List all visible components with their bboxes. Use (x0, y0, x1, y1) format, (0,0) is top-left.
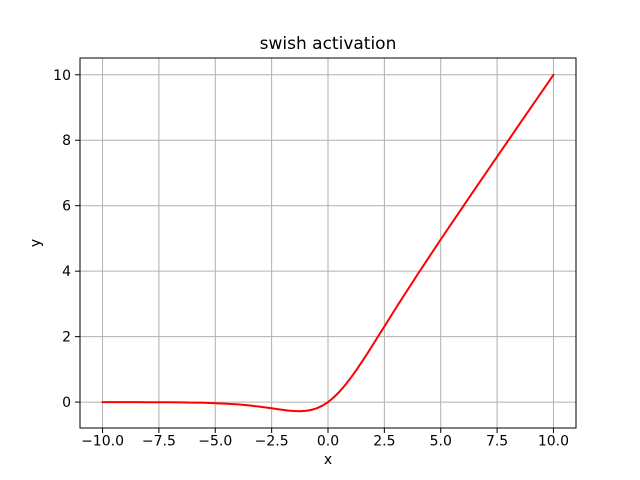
x-tick-label: 10.0 (538, 434, 569, 450)
x-tick-label: 0.0 (317, 434, 339, 450)
series-line-swish (101, 73, 555, 413)
x-tick-label: −10.0 (81, 434, 124, 450)
x-tick-label: −5.0 (198, 434, 232, 450)
chart-title: swish activation (259, 34, 397, 54)
x-tick-label: 7.5 (486, 434, 508, 450)
x-tick-label: −2.5 (255, 434, 289, 450)
y-tick-label: 4 (62, 264, 71, 280)
y-axis-label: y (28, 238, 44, 248)
x-tick-label: 2.5 (373, 434, 395, 450)
y-tick-label: 0 (62, 395, 71, 411)
x-tick-label: −7.5 (142, 434, 176, 450)
y-tick-label: 6 (62, 199, 71, 215)
y-tick-label: 8 (62, 133, 71, 149)
y-tick-label: 2 (62, 330, 71, 346)
y-tick-label: 10 (53, 68, 71, 84)
x-axis-label: x (323, 452, 333, 468)
x-tick-label: 5.0 (430, 434, 452, 450)
